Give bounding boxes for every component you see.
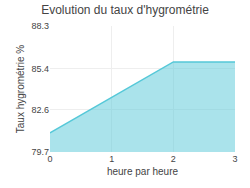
svg-text:Evolution du taux d'hygrométri: Evolution du taux d'hygrométrie <box>41 3 209 17</box>
svg-text:Taux hygrométrie %: Taux hygrométrie % <box>15 45 26 133</box>
svg-text:heure par heure: heure par heure <box>107 166 179 177</box>
svg-text:1: 1 <box>109 154 114 164</box>
svg-text:79.7: 79.7 <box>31 147 49 157</box>
svg-text:3: 3 <box>232 154 237 164</box>
svg-text:2: 2 <box>171 154 176 164</box>
svg-text:82.6: 82.6 <box>31 105 49 115</box>
svg-text:0: 0 <box>47 154 52 164</box>
svg-text:85.4: 85.4 <box>31 64 49 74</box>
svg-text:88.3: 88.3 <box>31 21 49 31</box>
